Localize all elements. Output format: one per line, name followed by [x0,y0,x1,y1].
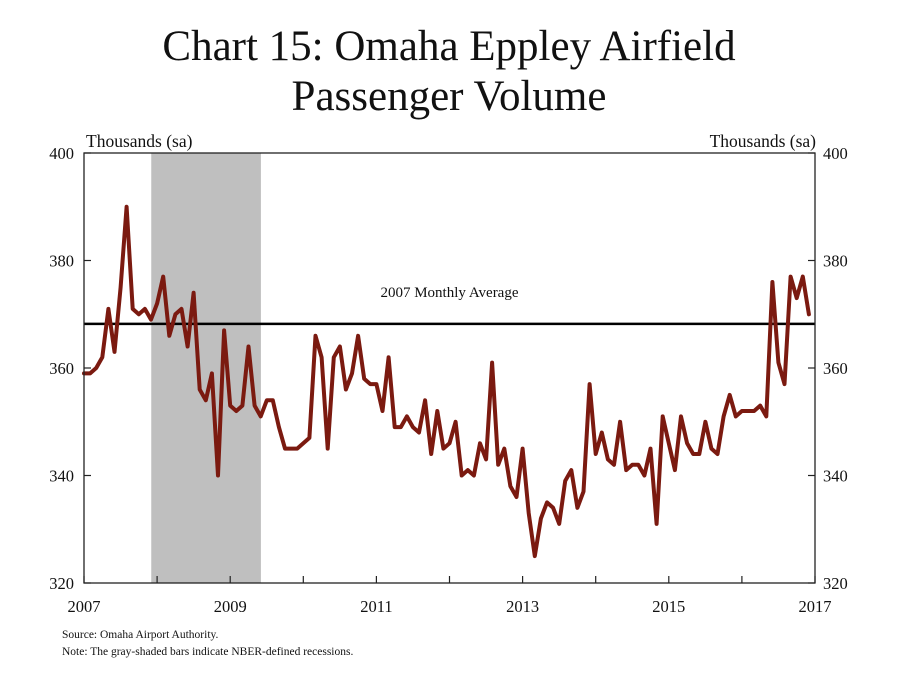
y-tick-label-left: 360 [49,359,74,378]
y-tick-label-left: 320 [49,574,74,593]
y-tick-label-left: 380 [49,252,74,271]
left-unit-label: Thousands (sa) [86,131,193,151]
recession-note: Note: The gray-shaded bars indicate NBER… [62,646,354,658]
x-tick-label: 2017 [799,597,832,616]
recession-band [151,153,261,583]
right-unit-label: Thousands (sa) [710,131,817,151]
reference-line-label: 2007 Monthly Average [380,285,518,301]
chart-title: Chart 15: Omaha Eppley Airfield Passenge… [0,22,898,122]
chart-title-line1: Chart 15: Omaha Eppley Airfield [162,23,736,70]
x-tick-label: 2011 [360,597,392,616]
x-tick-label: 2009 [214,597,247,616]
y-tick-label-left: 340 [49,467,74,486]
y-tick-label-right: 380 [823,252,848,271]
x-axis-labels: 2007 2009 2011 2013 2015 2017 [68,597,832,616]
y-axis-left-labels: 320 340 360 380 400 [49,144,74,593]
x-tick-label: 2013 [506,597,539,616]
series-line [82,204,811,559]
y-tick-label-right: 400 [823,144,848,163]
chart-title-line2: Passenger Volume [291,73,607,120]
x-tick-label: 2007 [68,597,101,616]
y-tick-label-left: 400 [49,144,74,163]
y-tick-label-right: 360 [823,359,848,378]
x-tick-label: 2015 [652,597,685,616]
source-note: Source: Omaha Airport Authority. [62,629,219,641]
y-tick-label-right: 320 [823,574,848,593]
plot-frame [83,152,816,584]
y-axis-right-labels: 320 340 360 380 400 [823,144,848,593]
y-tick-label-right: 340 [823,467,848,486]
